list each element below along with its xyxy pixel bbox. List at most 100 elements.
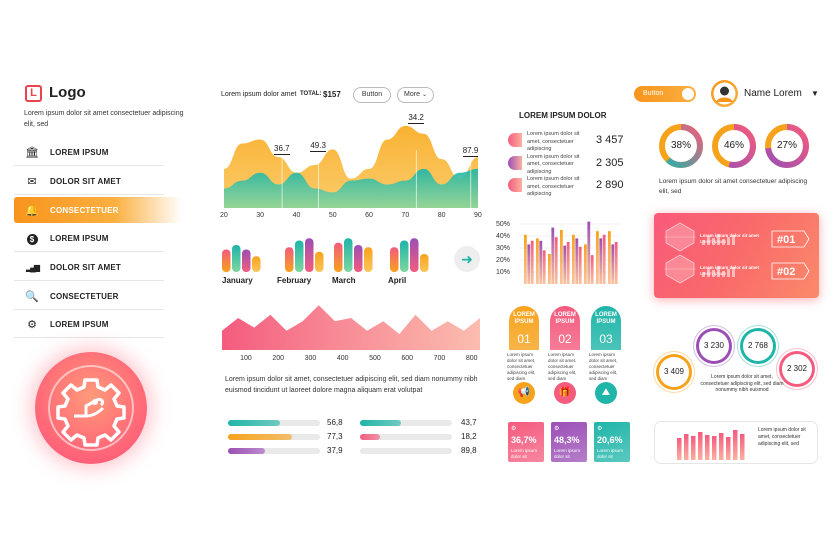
next-arrow-button[interactable]: ➜ — [454, 246, 480, 272]
row-text: Lorem ipsum dolor sit amet, consectetuer… — [527, 131, 580, 152]
bar — [614, 242, 618, 284]
percent-tile: ⚙ 48,3% Lorem ipsum dolor sit — [551, 422, 587, 462]
area-series — [222, 305, 480, 350]
donut-segment — [659, 124, 703, 168]
more-dropdown[interactable]: More ⌄ — [397, 87, 434, 103]
stats-title: LOREM IPSUM DOLOR — [519, 111, 607, 120]
y-tick-label: 30% — [496, 245, 510, 252]
month-label: March — [332, 276, 356, 285]
progress-fill — [360, 434, 381, 440]
donut-value: 46% — [723, 140, 744, 151]
chevron-down-icon: ⌄ — [421, 92, 427, 98]
x-tick-label: 800 — [465, 355, 478, 362]
bar — [354, 245, 363, 272]
promo-panel — [654, 213, 819, 298]
bar — [551, 227, 555, 284]
row-color-tag — [508, 178, 522, 192]
username[interactable]: Name Lorem — [744, 88, 802, 99]
bar — [536, 238, 539, 284]
bar — [563, 245, 567, 284]
x-tick-label: 600 — [401, 355, 414, 362]
ring-stat: 3 230 — [699, 331, 729, 361]
x-tick-label: 90 — [474, 212, 482, 219]
progress-track — [228, 434, 320, 440]
progress-fill — [228, 448, 265, 454]
dollar-icon: $ — [22, 233, 42, 245]
mini-bar — [712, 238, 715, 245]
bar — [705, 435, 710, 460]
annotation-label: 49.3 — [310, 141, 326, 152]
header-text: Lorem ipsum dolor amet — [221, 91, 297, 98]
sidebar-item-consectetuer[interactable]: 🔍 CONSECTETUER — [14, 284, 164, 310]
sidebar-item-lorem-ipsum[interactable]: ⚙ LOREM IPSUM — [14, 312, 164, 339]
percent-tile: ⚙ 20,6% Lorem ipsum dolor sit — [594, 422, 630, 462]
x-tick-label: 300 — [304, 355, 317, 362]
logo-mark: L — [25, 85, 42, 102]
mini-chart-description: Lorem ipsum dolor sit amet, consectetuer… — [758, 427, 806, 447]
sidebar-item-lorem-ipsum[interactable]: 🏛 LOREM IPSUM — [14, 140, 164, 166]
bar — [527, 244, 531, 284]
mini-bar — [707, 268, 710, 277]
x-tick-label: 100 — [240, 355, 252, 362]
header-button[interactable]: Button — [353, 87, 391, 103]
mini-bar — [722, 239, 725, 245]
bar-chart-icon: ▂▄▆ — [26, 263, 40, 273]
promo-number: #02 — [777, 266, 796, 278]
sidebar-description: Lorem ipsum dolor sit amet consectetuer … — [24, 110, 184, 128]
sidebar-item-label: CONSECTETUER — [50, 205, 119, 215]
x-tick-label: 700 — [433, 355, 446, 362]
gift-icon: 🎁 — [554, 382, 576, 404]
bar — [548, 254, 551, 284]
bar — [608, 231, 611, 284]
mountain-icon: ⛰ — [595, 382, 617, 404]
sidebar-item-consectetuer[interactable]: 🔔 CONSECTETUER — [14, 197, 182, 224]
sidebar-item-dolor-sit-amet[interactable]: ✉ DOLOR SIT AMET — [14, 169, 164, 195]
progress-value: 18,2 — [461, 432, 477, 441]
row-color-tag — [508, 155, 522, 170]
mini-bar — [702, 240, 705, 245]
bar — [572, 234, 575, 284]
description-text: Lorem ipsum dolor sit amet, consectetuer… — [225, 376, 478, 394]
avatar[interactable] — [711, 80, 738, 107]
annotation-label: 34.2 — [408, 113, 424, 124]
bar — [684, 434, 689, 460]
bar — [390, 247, 399, 272]
numbered-card: LOREM IPSUM 03 — [591, 306, 621, 350]
bar — [285, 247, 294, 272]
donut-segment — [712, 124, 756, 168]
mini-bar — [702, 272, 705, 277]
sidebar-item-label: DOLOR SIT AMET — [50, 176, 121, 186]
card-description: Lorem ipsum dolor sit amet, consectetuer… — [548, 352, 577, 381]
toggle-button[interactable]: Button — [634, 86, 696, 102]
month-label: February — [277, 276, 312, 285]
percent-bar-chart: 10% 20% 30% 40% 50% — [496, 221, 620, 284]
bar — [334, 242, 343, 272]
sidebar-item-lorem-ipsum[interactable]: $ LOREM IPSUM — [14, 226, 164, 253]
sidebar-item-dolor-sit-amet[interactable]: ▂▄▆ DOLOR SIT AMET — [14, 255, 164, 281]
gear-icon: ⚙ — [27, 319, 37, 332]
gear-icon: ⚙ — [554, 426, 560, 432]
progress-track — [360, 448, 452, 454]
x-tick-label: 200 — [272, 355, 285, 362]
progress-value: 56,8 — [327, 418, 343, 427]
total-label: TOTAL: — [300, 91, 322, 97]
chevron-down-icon[interactable]: ▼ — [811, 89, 819, 98]
progress-track — [360, 420, 452, 426]
tile-value: 48,3% — [554, 435, 580, 445]
numbered-card: LOREM IPSUM 01 — [509, 306, 539, 350]
mini-bar-chart — [677, 430, 745, 460]
bar — [712, 436, 717, 460]
search-icon: 🔍 — [25, 290, 39, 303]
user-icon — [713, 82, 736, 105]
gear-icon: ⚙ — [511, 426, 517, 432]
bar — [596, 231, 599, 284]
sidebar-item-label: DOLOR SIT AMET — [50, 262, 121, 272]
bar — [584, 244, 587, 284]
bar — [305, 238, 314, 272]
row-color-tag — [508, 133, 522, 147]
card-number: 01 — [517, 332, 531, 346]
x-tick-label: 500 — [369, 355, 381, 362]
area-series-2 — [224, 168, 478, 208]
progress-track — [360, 434, 452, 440]
bar — [530, 240, 534, 284]
